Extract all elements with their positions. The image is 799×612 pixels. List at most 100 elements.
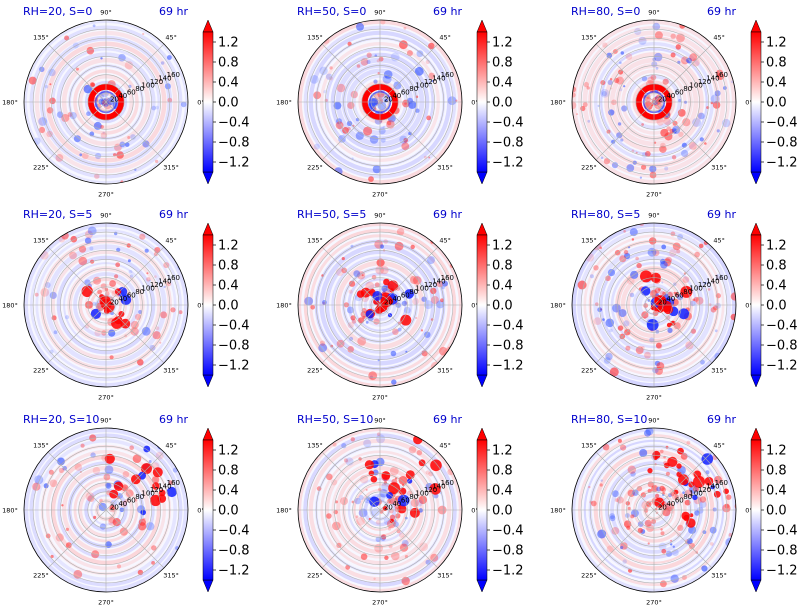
radial-tick-label: 80: [683, 493, 692, 501]
radial-tick-label: 160: [167, 274, 180, 282]
colorbar-tick-label: −1.2: [218, 359, 250, 374]
angle-tick-label: 135°: [581, 33, 597, 41]
radial-tick-label: 100: [141, 490, 154, 498]
panel-time-label: 69 hr: [433, 208, 462, 221]
colorbar-extend-max: [202, 222, 214, 236]
radial-gridline: [580, 231, 728, 379]
colorbar-tick-label: 1.2: [766, 239, 787, 254]
polar-frame: [571, 427, 737, 593]
radial-tick-label: 40: [392, 92, 401, 100]
radial-gridline: [32, 28, 180, 176]
radial-gridline: [635, 83, 673, 121]
angular-gridline: [47, 304, 107, 364]
radial-tick-label: 20: [384, 299, 393, 307]
radial-gridline: [87, 491, 125, 529]
colorbar-tick-label: −1.2: [492, 564, 524, 579]
angle-tick-label: 270°: [646, 191, 662, 199]
panel-title: RH=20, S=0: [23, 5, 92, 18]
colorbar-tick-label: 0.4: [218, 484, 239, 499]
radial-gridline: [635, 491, 673, 529]
angle-tick-label: 180°: [550, 507, 566, 515]
radial-gridline: [69, 268, 143, 342]
angular-gridline: [47, 509, 107, 569]
colorbar-body: [750, 234, 762, 376]
radial-gridline: [324, 250, 435, 361]
angular-gridline: [47, 101, 107, 161]
radial-tick-label: 140: [432, 75, 445, 83]
radial-gridline: [370, 500, 390, 520]
radial-tick-label: 60: [675, 497, 684, 505]
colorbar-extend-min: [202, 171, 214, 185]
colorbar-tick-label: −0.4: [766, 319, 798, 334]
colorbar-tick-label: 0.0: [218, 504, 239, 519]
radial-gridline: [334, 56, 426, 148]
radial-tick-label: 140: [158, 75, 171, 83]
angle-tick-label: 90°: [100, 9, 112, 17]
radial-tick-label: 80: [135, 493, 144, 501]
angle-tick-label: 135°: [581, 441, 597, 449]
angle-tick-label: 135°: [581, 236, 597, 244]
colorbar-extend-max: [476, 19, 488, 33]
angle-tick-label: 225°: [307, 164, 323, 172]
radial-tick-label: 80: [409, 288, 418, 296]
colorbar-extend-min: [202, 579, 214, 593]
colorbar-tick-label: −0.4: [492, 319, 524, 334]
colorbar-tick-label: 1.2: [218, 239, 239, 254]
radial-tick-label: 40: [666, 92, 675, 100]
colorbar-tick-label: 0.4: [766, 76, 787, 91]
colorbar-tick-label: −1.2: [492, 359, 524, 374]
angle-tick-label: 270°: [372, 599, 388, 607]
angular-gridline: [379, 451, 439, 511]
radial-gridline: [580, 436, 728, 584]
panel-title: RH=50, S=0: [297, 5, 366, 18]
angle-tick-label: 45°: [439, 33, 451, 41]
radial-gridline: [60, 464, 152, 556]
colorbar-tick-label: 1.2: [766, 36, 787, 51]
angular-gridline: [105, 304, 165, 364]
colorbar-body: [202, 439, 214, 581]
colorbar-tick-label: −0.8: [218, 339, 250, 354]
angle-tick-label: 180°: [276, 302, 292, 310]
panel-title: RH=20, S=10: [23, 413, 99, 426]
angle-tick-label: 315°: [163, 367, 179, 375]
radial-gridline: [96, 92, 116, 112]
colorbar: 1.2 0.8 0.4 0.0 −0.4 −0.8 −1.2: [750, 19, 798, 185]
colorbar: 1.2 0.8 0.4 0.0 −0.4 −0.8 −1.2: [202, 427, 250, 593]
radial-gridline: [60, 259, 152, 351]
polar-frame: [23, 19, 189, 185]
radial-tick-label: 120: [424, 486, 437, 494]
panel-title: RH=80, S=0: [571, 5, 640, 18]
angle-tick-label: 135°: [307, 33, 323, 41]
radial-gridline: [361, 491, 399, 529]
colorbar-tick-label: −0.4: [218, 116, 250, 131]
angle-tick-label: 225°: [581, 164, 597, 172]
angular-gridline: [105, 101, 165, 161]
radial-tick-label: 40: [118, 295, 127, 303]
angular-gridline: [379, 246, 439, 306]
radial-gridline: [41, 445, 171, 575]
colorbar-extend-min: [750, 374, 762, 388]
radial-tick-label: 60: [401, 497, 410, 505]
colorbar-extend-min: [476, 171, 488, 185]
radial-tick-label: 100: [415, 82, 428, 90]
radial-gridline: [589, 37, 719, 167]
colorbar-tick-label: −1.2: [218, 564, 250, 579]
colorbar-extend-min: [750, 171, 762, 185]
radial-tick-label: 140: [706, 483, 719, 491]
radial-tick-label: 60: [127, 89, 136, 97]
angular-gridline: [105, 509, 165, 569]
radial-gridline: [608, 259, 700, 351]
panel-title: RH=50, S=5: [297, 208, 366, 221]
radial-gridline: [96, 500, 116, 520]
colorbar-tick-label: 0.8: [492, 56, 513, 71]
angle-tick-label: 180°: [550, 302, 566, 310]
colorbar-tick-label: 0.4: [492, 76, 513, 91]
radial-gridline: [324, 46, 435, 158]
colorbar-extend-max: [476, 222, 488, 236]
angle-tick-label: 180°: [550, 99, 566, 107]
colorbar-tick-label: 0.8: [766, 56, 787, 71]
